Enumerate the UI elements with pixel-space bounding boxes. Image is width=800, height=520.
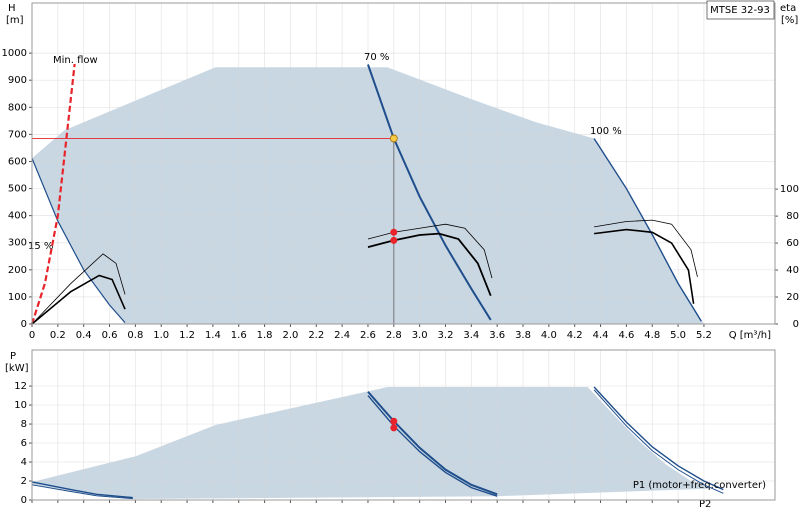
x-tick-label: 3.0 [412,330,428,341]
x-tick-label: 2.0 [282,330,298,341]
x-axis-label: Q [m³/h] [729,330,771,341]
efficiency-curve [31,253,126,325]
operating-marker [390,236,398,244]
y-tick-label: 800 [8,102,27,113]
curve [593,386,724,491]
y-axis-unit: [kW] [5,363,29,374]
y-tick-label: 0 [21,319,27,330]
chart-title: MTSE 32-93 [710,5,770,16]
operating-marker [390,228,398,236]
y2-axis-unit: [%] [781,15,798,26]
curve-label: Min. flow [53,55,98,66]
operating-marker [390,417,398,425]
curve-label: P1 (motor+freq.converter) [633,480,766,491]
curve [31,157,126,324]
y-tick-label: 500 [8,184,27,195]
curve [367,64,492,321]
y-tick-label: 400 [8,211,27,222]
y2-axis-label: eta [780,3,796,14]
curve-label: 70 % [364,52,389,63]
plots: 0 0.2 0.4 0.6 0.8 1.0 1.2 1.4 1.6 1.8 2.0 2.2 2.4 2.6… [2,2,799,510]
x-tick-label: 0.8 [127,330,143,341]
y-tick-label: 900 [8,75,27,86]
x-tick-label: 0 [29,330,35,341]
y-tick-label: 4 [21,457,27,468]
y-tick-label: 100 [8,292,27,303]
x-tick-label: 4.8 [644,330,660,341]
x-tick-label: 1.4 [205,330,221,341]
plot-frame [31,349,776,501]
x-tick-label: 3.4 [463,330,479,341]
efficiency-curve [593,228,695,304]
curve-label: 15 % [28,241,53,252]
y-axis-label: P [10,351,16,362]
x-tick-label: 2.2 [308,330,324,341]
y-tick-label: 10 [14,400,27,411]
y2-tick-label: 80 [786,211,799,222]
x-tick-label: 4.4 [593,330,609,341]
curve [367,391,498,496]
y2-tick-label: 40 [786,265,799,276]
x-tick-label: 2.6 [360,330,376,341]
y-tick-label: 6 [21,438,27,449]
x-tick-label: 0.6 [102,330,118,341]
y-tick-label: 200 [8,265,27,276]
curve [30,63,76,325]
y2-tick-label: 0 [793,319,799,330]
x-tick-label: 3.2 [438,330,454,341]
x-tick-label: 2.8 [386,330,402,341]
title-box [706,0,775,20]
y2-tick-label: 60 [786,238,799,249]
x-tick-label: 0.2 [50,330,66,341]
curve [31,484,133,500]
x-tick-label: 4.6 [618,330,634,341]
x-tick-label: 1.6 [231,330,247,341]
x-tick-label: 4.0 [541,330,557,341]
y2-tick-label: 100 [780,184,799,195]
x-tick-label: 5.0 [670,330,686,341]
y-tick-label: 700 [8,129,27,140]
x-tick-label: 4.2 [567,330,583,341]
efficiency-curve [31,274,126,325]
plot-frame [31,2,776,325]
curve [31,481,133,499]
x-tick-label: 5.2 [696,330,712,341]
y-tick-label: 2 [21,476,27,487]
x-tick-label: 2.4 [334,330,350,341]
y-tick-label: 0 [21,495,27,506]
y-tick-label: 300 [8,238,27,249]
duty-point [389,134,398,143]
y2-tick-label: 20 [786,292,799,303]
x-tick-label: 1.0 [153,330,169,341]
y-tick-label: 1000 [2,48,27,59]
y-tick-label: 12 [14,381,27,392]
x-tick-label: 3.6 [489,330,505,341]
y-axis-unit: [m] [6,15,24,26]
x-tick-label: 1.8 [257,330,273,341]
curve-label: 100 % [590,126,622,137]
operating-marker [390,424,398,432]
curve-label: P2 [699,499,711,510]
x-tick-label: 0.4 [76,330,92,341]
x-tick-label: 3.8 [515,330,531,341]
curve [593,138,702,322]
efficiency-curve [594,219,698,277]
y-tick-label: 600 [8,156,27,167]
x-tick-label: 1.2 [179,330,195,341]
curve [367,395,498,497]
y-tick-label: 8 [21,419,27,430]
y-axis-label: H [8,3,16,14]
curve [593,389,724,494]
